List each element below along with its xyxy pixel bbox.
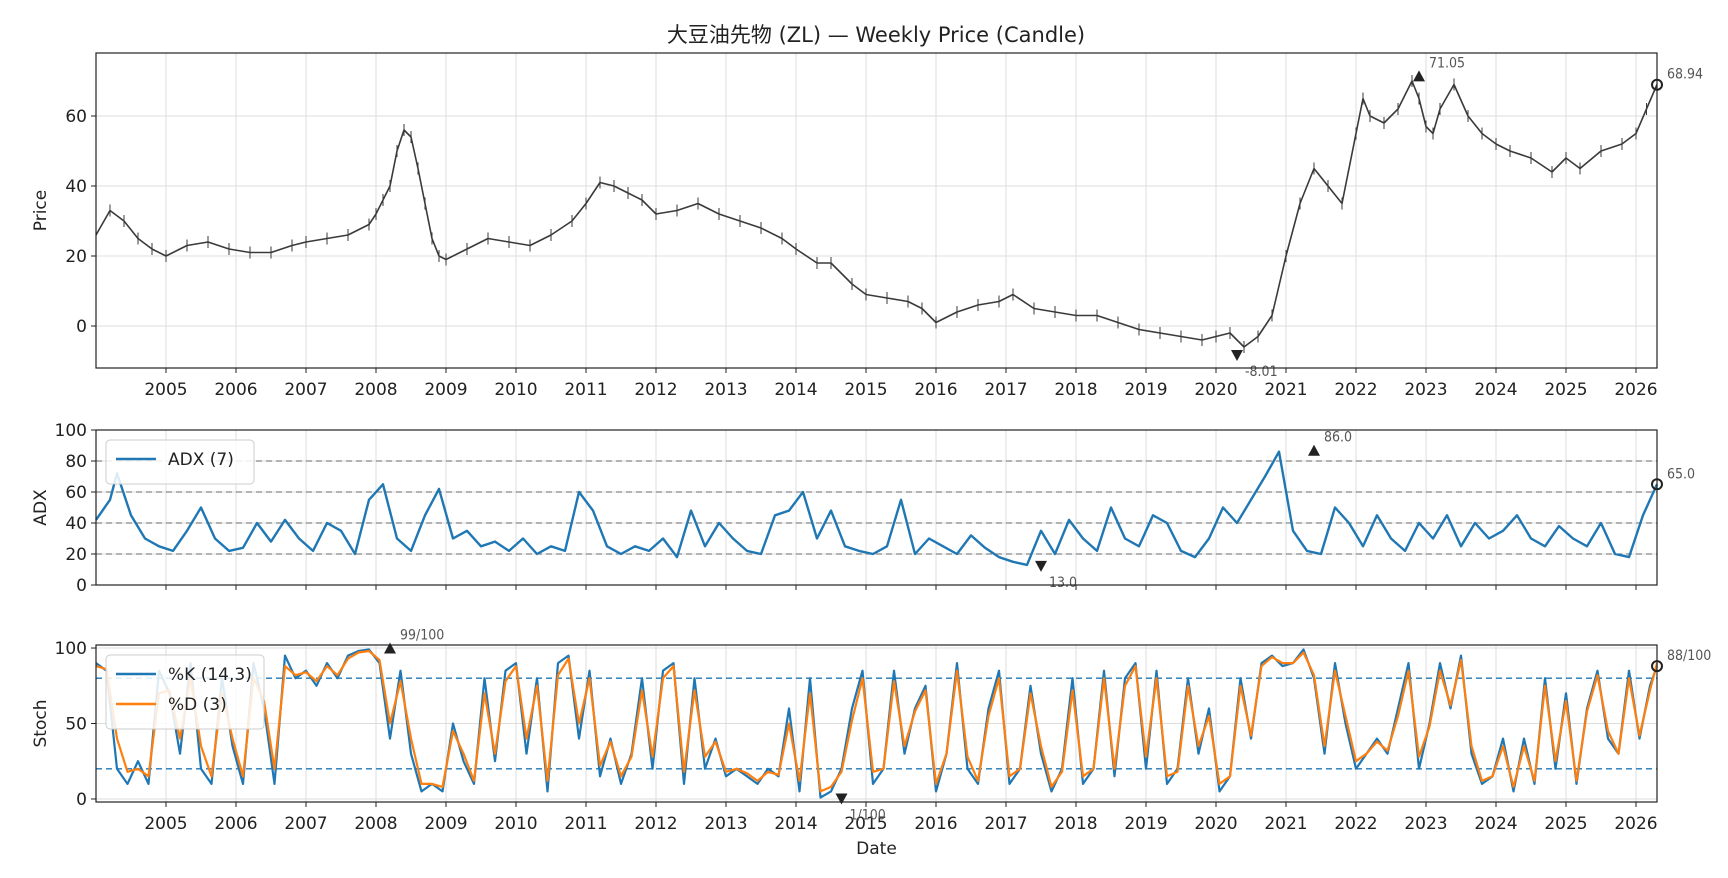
- max-annotation: 99/100: [400, 628, 444, 644]
- x-tick-label: 2021: [1264, 380, 1307, 400]
- y-tick-label: 20: [65, 247, 87, 267]
- x-tick-label: 2013: [704, 814, 747, 834]
- min-marker: [835, 793, 848, 805]
- stoch-panel: 2005 2006 2007 2008 2009 2010 2011 2012 2013 2014…: [31, 628, 1711, 859]
- x-tick-label: 2010: [494, 380, 537, 400]
- y-tick-label: 100: [55, 421, 87, 441]
- x-tick-label: 2015: [844, 380, 887, 400]
- chart-title: 大豆油先物 (ZL) — Weekly Price (Candle): [667, 23, 1085, 47]
- x-tick-label: 2014: [774, 814, 817, 834]
- max-annotation: 86.0: [1324, 430, 1352, 446]
- adx-panel: 0 20 40 60 80 100 86.0 13.0 65.0 ADX ADX (7): [31, 421, 1695, 596]
- x-tick-label: 2007: [284, 814, 327, 834]
- x-tick-label: 2013: [704, 380, 747, 400]
- x-axis-label: Date: [856, 839, 897, 859]
- x-tick-label: 2020: [1194, 814, 1237, 834]
- x-tick-label: 2016: [914, 814, 957, 834]
- x-tick-label: 2026: [1614, 380, 1657, 400]
- last-annotation: 65.0: [1667, 466, 1695, 482]
- x-tick-label: 2020: [1194, 380, 1237, 400]
- x-tick-label: 2009: [424, 380, 467, 400]
- plot-frame: [95, 52, 1658, 369]
- x-tick-label: 2025: [1544, 814, 1587, 834]
- y-tick-label: 0: [76, 576, 87, 596]
- x-tick-label: 2016: [914, 380, 957, 400]
- legend-box: [105, 439, 255, 485]
- plot-frame: [95, 644, 1658, 803]
- x-tick-label: 2011: [564, 380, 607, 400]
- x-tick-label: 2023: [1404, 814, 1447, 834]
- x-tick-label: 2008: [354, 814, 397, 834]
- y-tick-label: 40: [65, 514, 87, 534]
- max-marker: [384, 642, 396, 654]
- x-tick-label: 2009: [424, 814, 467, 834]
- y-tick-label: 100: [55, 639, 87, 659]
- y-tick-label: 0: [76, 317, 87, 337]
- x-tick-label: 2022: [1334, 814, 1377, 834]
- x-tick-label: 2019: [1124, 814, 1167, 834]
- x-tick-label: 2023: [1404, 380, 1447, 400]
- x-tick-label: 2019: [1124, 380, 1167, 400]
- x-tick-label: 2017: [984, 380, 1027, 400]
- x-tick-label: 2005: [144, 814, 187, 834]
- last-annotation: 68.94: [1667, 67, 1703, 83]
- x-tick-label: 2012: [634, 814, 677, 834]
- x-tick-label: 2006: [214, 814, 257, 834]
- last-annotation: 88/100: [1667, 648, 1711, 664]
- x-tick-label: 2018: [1054, 814, 1097, 834]
- x-tick-label: 2011: [564, 814, 607, 834]
- min-annotation: 13.0: [1049, 575, 1077, 591]
- min-annotation: -8.01: [1245, 364, 1278, 380]
- x-tick-label: 2018: [1054, 380, 1097, 400]
- y-tick-label: 80: [65, 452, 87, 472]
- plot-frame: [95, 429, 1658, 586]
- x-tick-label: 2008: [354, 380, 397, 400]
- x-tick-label: 2005: [144, 380, 187, 400]
- x-tick-label: 2012: [634, 380, 677, 400]
- y-axis-label: Price: [31, 190, 51, 231]
- x-tick-label: 2014: [774, 380, 817, 400]
- max-annotation: 71.05: [1429, 55, 1465, 71]
- y-tick-label: 50: [65, 715, 87, 735]
- x-tick-label: 2024: [1474, 814, 1517, 834]
- y-tick-label: 60: [65, 483, 87, 503]
- y-tick-label: 20: [65, 545, 87, 565]
- price-series-line: [95, 80, 1658, 348]
- x-tick-label: 2010: [494, 814, 537, 834]
- y-axis-label: Stoch: [31, 700, 51, 748]
- x-tick-label: 2024: [1474, 380, 1517, 400]
- legend-label: ADX (7): [168, 450, 234, 470]
- y-tick-label: 40: [65, 177, 87, 197]
- min-marker: [1231, 350, 1243, 362]
- stoch-series-line: [95, 648, 1659, 799]
- min-annotation: 1/100: [850, 807, 886, 823]
- x-tick-label: 2021: [1264, 814, 1307, 834]
- x-tick-label: 2007: [284, 380, 327, 400]
- legend-label: %D (3): [168, 695, 227, 715]
- price-panel: 2005 2006 2007 2008 2009 2010 2011 2012 2013 2014…: [31, 52, 1703, 400]
- x-tick-label: 2026: [1614, 814, 1657, 834]
- y-tick-label: 0: [76, 790, 87, 810]
- max-marker: [1308, 444, 1320, 456]
- x-tick-label: 2025: [1544, 380, 1587, 400]
- legend-label: %K (14,3): [168, 665, 252, 685]
- x-tick-label: 2015: [844, 814, 887, 834]
- min-marker: [1035, 560, 1047, 572]
- adx-series-line: [95, 450, 1659, 567]
- y-axis-label: ADX: [31, 489, 51, 526]
- x-tick-label: 2022: [1334, 380, 1377, 400]
- y-tick-label: 60: [65, 107, 87, 127]
- stoch-series-line: [95, 649, 1659, 793]
- x-tick-label: 2017: [984, 814, 1027, 834]
- max-marker: [1413, 70, 1425, 82]
- x-tick-label: 2006: [214, 380, 257, 400]
